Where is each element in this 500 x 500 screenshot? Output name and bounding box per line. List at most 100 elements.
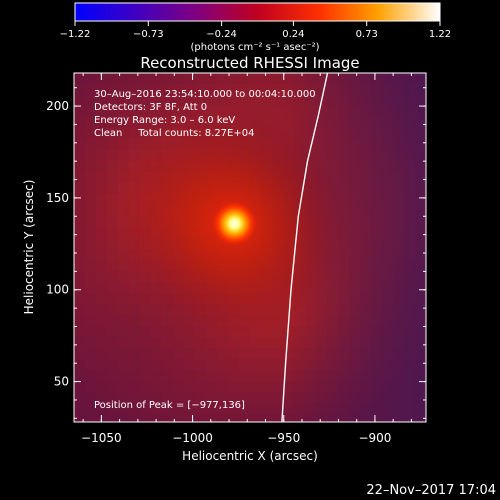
heatmap-cell — [272, 392, 283, 403]
heatmap-cell — [74, 194, 85, 205]
heatmap-cell — [107, 315, 118, 326]
heatmap-cell — [107, 348, 118, 359]
heatmap-cell — [261, 337, 272, 348]
heatmap-cell — [118, 95, 129, 106]
heatmap-cell — [206, 84, 217, 95]
heatmap-cell — [217, 403, 228, 414]
x-tick-label: −1050 — [81, 431, 122, 445]
heatmap-cell — [195, 337, 206, 348]
heatmap-cell — [162, 128, 173, 139]
heatmap-cell — [151, 403, 162, 414]
heatmap-cell — [129, 271, 140, 282]
heatmap-cell — [151, 348, 162, 359]
heatmap-cell — [129, 73, 140, 84]
heatmap-cell — [85, 117, 96, 128]
heatmap-cell — [184, 359, 195, 370]
heatmap-cell — [96, 381, 107, 392]
heatmap-cell — [228, 403, 239, 414]
heatmap-cell — [96, 370, 107, 381]
heatmap-cell — [250, 348, 261, 359]
heatmap-cell — [162, 359, 173, 370]
heatmap-cell — [162, 392, 173, 403]
heatmap-cell — [118, 216, 129, 227]
heatmap-cell — [239, 337, 250, 348]
heatmap-cell — [272, 381, 283, 392]
heatmap-cell — [107, 337, 118, 348]
heatmap-cell — [283, 337, 294, 348]
heatmap-cell — [107, 106, 118, 117]
heatmap-cell — [184, 414, 195, 422]
heatmap-cell — [239, 381, 250, 392]
heatmap-cell — [107, 249, 118, 260]
heatmap-cell — [96, 403, 107, 414]
heatmap-cell — [195, 392, 206, 403]
heatmap-cell — [85, 194, 96, 205]
heatmap-cell — [96, 249, 107, 260]
heatmap-cell — [195, 326, 206, 337]
heatmap-cell — [228, 348, 239, 359]
heatmap-cell — [85, 414, 96, 422]
heatmap-cell — [217, 359, 228, 370]
heatmap-cell — [217, 381, 228, 392]
heatmap-cell — [272, 84, 283, 95]
heatmap-cell — [85, 183, 96, 194]
heatmap-cell — [118, 260, 129, 271]
heatmap-cell — [74, 370, 85, 381]
heatmap-cell — [129, 150, 140, 161]
heatmap-cell — [129, 414, 140, 422]
heatmap-cell — [74, 260, 85, 271]
heatmap-cell — [162, 95, 173, 106]
heatmap-cell — [261, 84, 272, 95]
heatmap-cell — [173, 337, 184, 348]
heatmap-cell — [140, 392, 151, 403]
heatmap-cell — [173, 315, 184, 326]
heatmap-cell — [217, 392, 228, 403]
heatmap-cell — [85, 315, 96, 326]
heatmap-cell — [107, 205, 118, 216]
heatmap-cell — [283, 95, 294, 106]
heatmap-cell — [261, 106, 272, 117]
heatmap-cell — [85, 161, 96, 172]
heatmap-cell — [272, 348, 283, 359]
heatmap-cell — [85, 282, 96, 293]
heatmap-cell — [173, 84, 184, 95]
heatmap-cell — [118, 271, 129, 282]
heatmap-cell — [261, 403, 272, 414]
footer-date: 22–Nov–2017 17:04 — [366, 483, 496, 498]
heatmap-cell — [140, 348, 151, 359]
colorbar-tick-label: −0.24 — [206, 29, 237, 40]
heatmap-cell — [250, 73, 261, 84]
heatmap-cell — [96, 95, 107, 106]
heatmap-cell — [96, 293, 107, 304]
heatmap-cell — [107, 282, 118, 293]
heatmap-cell — [140, 84, 151, 95]
heatmap-cell — [195, 95, 206, 106]
heatmap-cell — [74, 381, 85, 392]
heatmap-cell — [217, 106, 228, 117]
heatmap-cell — [239, 84, 250, 95]
heatmap-cell — [184, 326, 195, 337]
heatmap-cell — [217, 73, 228, 84]
y-tick-label: 100 — [46, 283, 69, 297]
heatmap-cell — [129, 337, 140, 348]
heatmap-cell — [140, 117, 151, 128]
heatmap-cell — [85, 216, 96, 227]
heatmap-cell — [74, 172, 85, 183]
heatmap-cell — [118, 348, 129, 359]
heatmap-cell — [283, 392, 294, 403]
heatmap-cell — [173, 370, 184, 381]
heatmap-cell — [228, 370, 239, 381]
heatmap-cell — [239, 392, 250, 403]
heatmap-cell — [184, 117, 195, 128]
annotation-energy-range: Energy Range: 3.0 – 6.0 keV — [94, 115, 235, 126]
heatmap-cell — [96, 172, 107, 183]
heatmap-cell — [85, 326, 96, 337]
heatmap-cell — [118, 370, 129, 381]
heatmap-cell — [173, 95, 184, 106]
heatmap-cell — [118, 183, 129, 194]
heatmap-cell — [118, 326, 129, 337]
heatmap-cell — [85, 139, 96, 150]
heatmap-cell — [118, 282, 129, 293]
heatmap-cell — [85, 337, 96, 348]
heatmap-cell — [151, 337, 162, 348]
